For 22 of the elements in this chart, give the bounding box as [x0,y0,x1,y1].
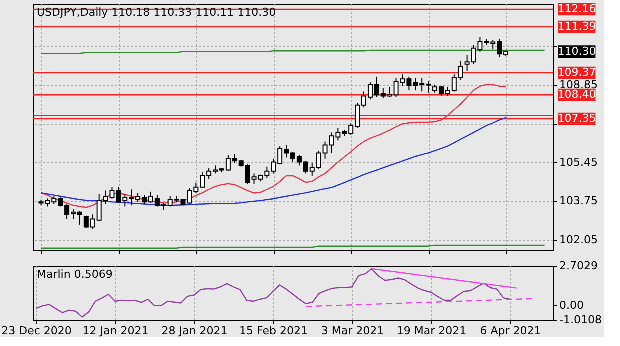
x-tick-label: 19 Mar 2021 [396,324,467,338]
x-tick-label: 23 Dec 2020 [2,324,72,338]
y-tick-label: 102.05 [560,233,598,246]
x-tick-label: 28 Jan 2021 [162,324,228,338]
y-tick-label: 103.75 [560,194,598,208]
text: 110.30 [558,44,596,58]
ref-line-label: 108.40 [558,88,596,102]
line-series [36,268,511,318]
ref-line-label: 109.37 [558,66,596,80]
ref-line-label: 112.16 [558,2,596,16]
y-tick-label: 105.45 [560,156,598,169]
ref-line-label: 107.35 [558,112,596,126]
chart-title: USDJPY,Daily 110.18 110.33 110.11 110.30 [37,6,276,19]
x-tick-label: 15 Feb 2021 [240,324,308,338]
y-tick-label: -1.0108 [560,314,602,326]
x-tick-label: 6 Apr 2021 [480,324,542,338]
y-tick-label: 0.00 [560,298,584,312]
x-tick-label: 3 Mar 2021 [321,324,384,338]
chart-title: Marlin 0.5069 [37,268,113,281]
x-tick-label: 12 Jan 2021 [82,324,149,338]
y-tick-label: 2.7029 [560,260,598,272]
ref-line-label: 111.39 [558,20,596,34]
